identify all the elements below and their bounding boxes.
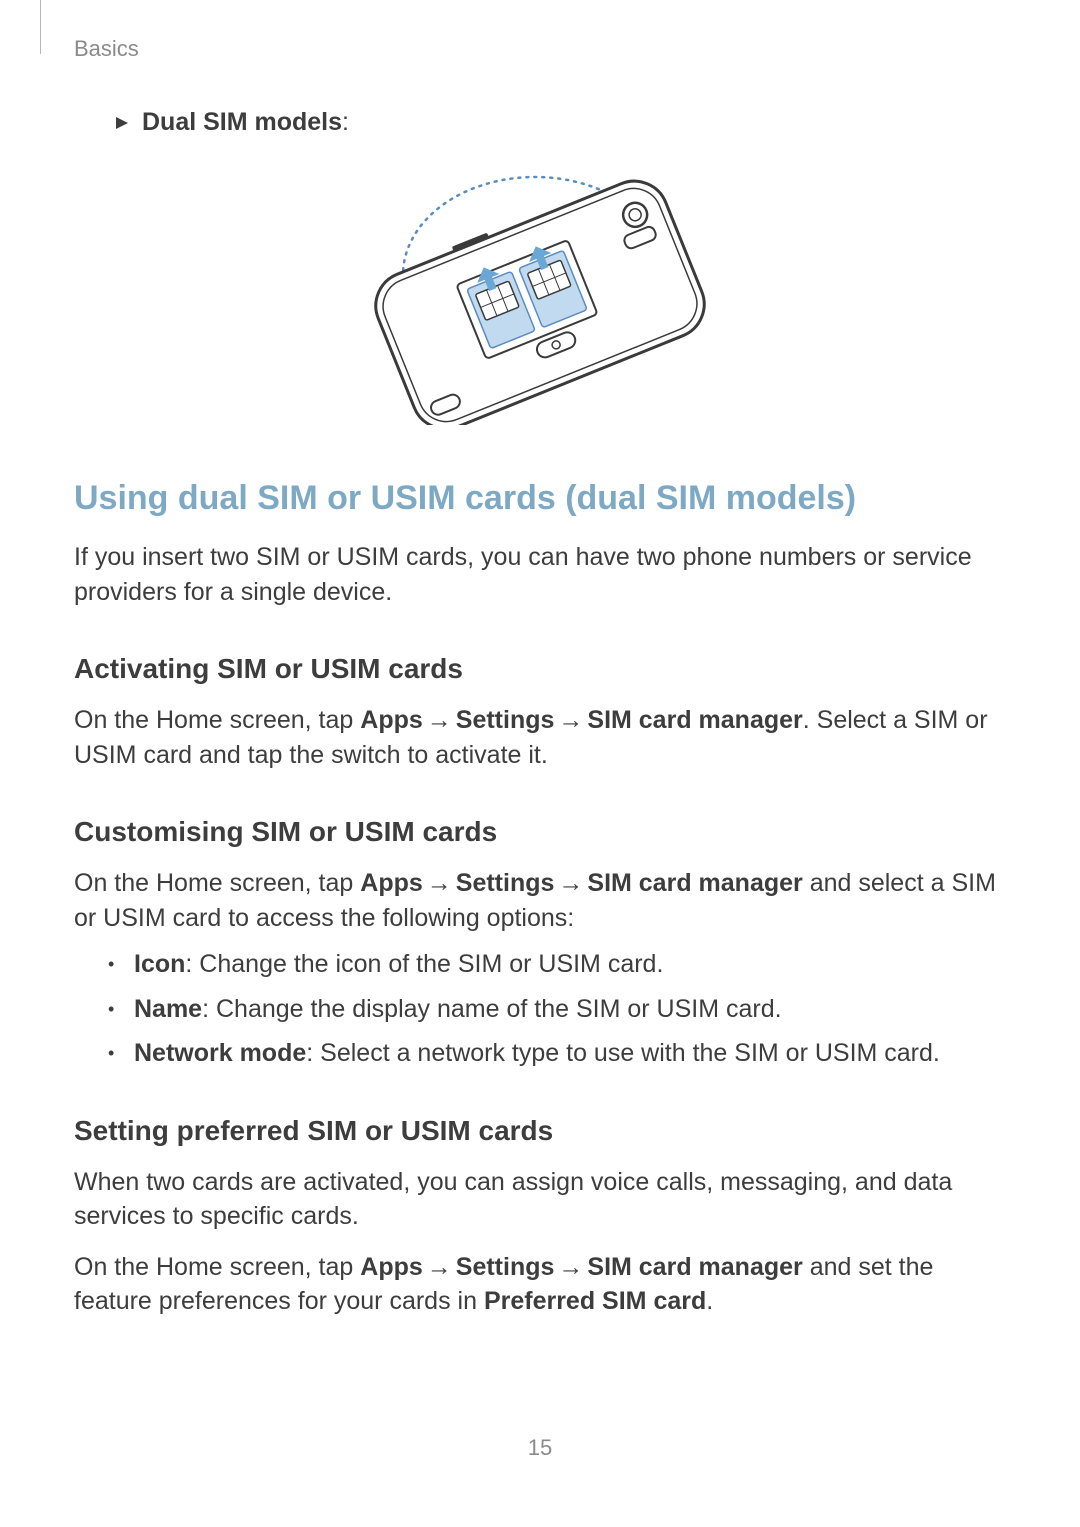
arrow-icon: →: [554, 869, 587, 897]
phone-dual-sim-illustration: [360, 165, 720, 425]
path-item: Settings: [456, 706, 555, 734]
arrow-icon: →: [423, 706, 456, 734]
triangle-bullet-icon: [114, 115, 130, 131]
option-desc: : Change the display name of the SIM or …: [202, 995, 781, 1023]
subsection-body: On the Home screen, tap Apps→Settings→SI…: [74, 866, 1006, 935]
sub-bullet-row: Dual SIM models:: [114, 108, 1006, 137]
header-divider: [40, 0, 41, 54]
options-list: Icon: Change the icon of the SIM or USIM…: [104, 947, 1006, 1071]
bullet-label-text: Dual SIM models: [142, 108, 342, 136]
body-text: .: [706, 1287, 713, 1315]
subsection-body: On the Home screen, tap Apps→Settings→SI…: [74, 1250, 1006, 1319]
body-text: On the Home screen, tap: [74, 706, 360, 734]
option-desc: : Change the icon of the SIM or USIM car…: [185, 950, 663, 978]
option-desc: : Select a network type to use with the …: [306, 1039, 940, 1067]
subsection-title: Setting preferred SIM or USIM cards: [74, 1115, 1006, 1147]
path-item: SIM card manager: [587, 869, 802, 897]
subsection-title: Activating SIM or USIM cards: [74, 653, 1006, 685]
path-item: Apps: [360, 706, 423, 734]
arrow-icon: →: [423, 1253, 456, 1281]
bold-tail: Preferred SIM card: [484, 1287, 706, 1315]
breadcrumb: Basics: [74, 36, 139, 62]
subsection-body: On the Home screen, tap Apps→Settings→SI…: [74, 703, 1006, 772]
option-term: Icon: [134, 950, 185, 978]
bullet-label: Dual SIM models:: [142, 108, 349, 137]
subsection-body: When two cards are activated, you can as…: [74, 1165, 1006, 1234]
page-header: Basics: [0, 0, 1080, 60]
section-title: Using dual SIM or USIM cards (dual SIM m…: [74, 479, 1006, 518]
arrow-icon: →: [423, 869, 456, 897]
list-item: Network mode: Select a network type to u…: [104, 1036, 1006, 1071]
list-item: Icon: Change the icon of the SIM or USIM…: [104, 947, 1006, 982]
path-item: SIM card manager: [587, 1253, 802, 1281]
path-item: Settings: [456, 1253, 555, 1281]
path-item: Apps: [360, 869, 423, 897]
subsection-title: Customising SIM or USIM cards: [74, 816, 1006, 848]
body-text: On the Home screen, tap: [74, 1253, 360, 1281]
list-item: Name: Change the display name of the SIM…: [104, 992, 1006, 1027]
arrow-icon: →: [554, 706, 587, 734]
path-item: SIM card manager: [587, 706, 802, 734]
body-text: On the Home screen, tap: [74, 869, 360, 897]
page-content: Dual SIM models:: [74, 108, 1006, 1329]
illustration-wrap: [74, 165, 1006, 425]
page-number: 15: [0, 1435, 1080, 1461]
option-term: Name: [134, 995, 202, 1023]
path-item: Apps: [360, 1253, 423, 1281]
bullet-suffix: :: [342, 108, 349, 136]
path-item: Settings: [456, 869, 555, 897]
section-intro: If you insert two SIM or USIM cards, you…: [74, 540, 1006, 609]
arrow-icon: →: [554, 1253, 587, 1281]
option-term: Network mode: [134, 1039, 306, 1067]
